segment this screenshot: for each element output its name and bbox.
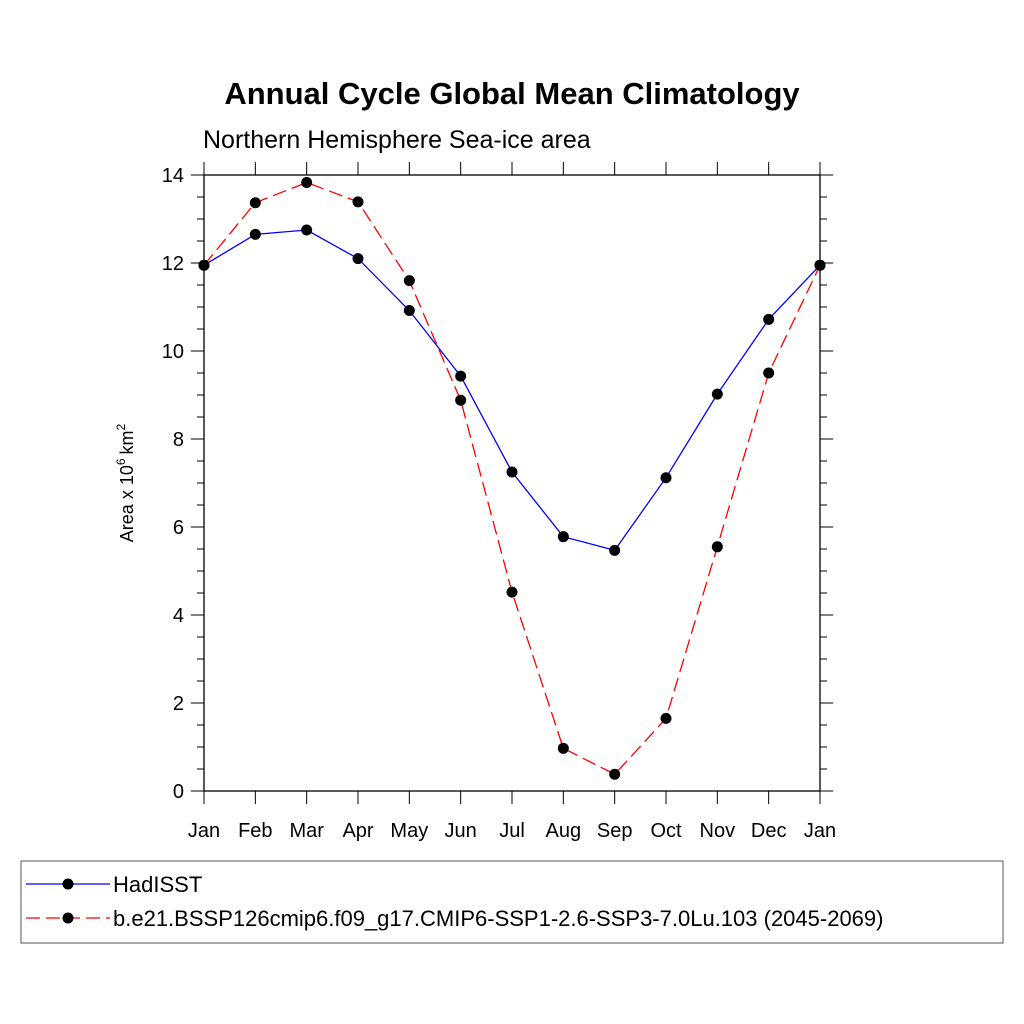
series-2-point: [660, 712, 672, 724]
y-tick-label: 2: [173, 693, 184, 715]
series-1-point: [711, 388, 723, 400]
plot-frame: [203, 174, 821, 792]
series-1-point: [763, 313, 775, 325]
series-2-point: [557, 742, 569, 754]
legend-marker-1: [62, 878, 74, 890]
y-tick-label: 14: [162, 165, 184, 187]
y-axis-label: Area x 106 km2: [114, 423, 137, 542]
x-tick-label: Oct: [650, 820, 682, 842]
y-tick-label: 10: [162, 341, 184, 363]
x-tick-label: Aug: [546, 820, 582, 842]
legend: HadISST b.e21.BSSP126cmip6.f09_g17.CMIP6-…: [20, 860, 1004, 944]
series-line-2: [203, 181, 821, 776]
chart-subtitle: Northern Hemisphere Sea-ice area: [203, 126, 591, 154]
y-axis-label-unit-exponent: 2: [114, 423, 128, 430]
y-tick-label: 0: [173, 781, 184, 803]
series-2-point: [814, 259, 826, 271]
x-tick-label: Dec: [751, 820, 787, 842]
y-tick-label: 4: [173, 605, 184, 627]
series-2-point: [352, 196, 364, 208]
chart-title: Annual Cycle Global Mean Climatology: [224, 76, 800, 111]
x-tick-label: May: [390, 820, 428, 842]
x-tick-label: Jan: [804, 820, 836, 842]
x-tick-label: Sep: [597, 820, 633, 842]
x-tick-label: Mar: [289, 820, 324, 842]
series-2-point: [198, 259, 210, 271]
y-axis-label-unit: km: [117, 430, 137, 454]
series-1-point: [301, 224, 313, 236]
series-1-point: [403, 305, 415, 317]
series-1-point: [455, 370, 467, 382]
series-2-point: [609, 768, 621, 780]
series-2-point: [301, 176, 313, 188]
series-1-point: [660, 472, 672, 484]
x-tick-label: Jul: [499, 820, 525, 842]
series-line-1: [203, 229, 821, 552]
y-axis-label-exponent: 6: [114, 458, 128, 465]
x-tick-label: Nov: [700, 820, 736, 842]
series-1-point: [506, 466, 518, 478]
series-1-point: [249, 228, 261, 240]
series-2-point: [249, 197, 261, 209]
plot-axes: 0 2 4 6 8 10 12 14 Jan Feb Mar Apr May Jun Jul Aug Sep Oc…: [162, 162, 836, 842]
x-tick-label: Feb: [238, 820, 272, 842]
series-group: [198, 176, 826, 780]
y-tick-label: 6: [173, 517, 184, 539]
series-1-point: [352, 253, 364, 265]
series-1-point: [609, 544, 621, 556]
series-2-point: [455, 394, 467, 406]
series-2-point: [763, 367, 775, 379]
series-2-point: [403, 275, 415, 287]
legend-box: [20, 860, 1004, 944]
y-tick-label: 8: [173, 429, 184, 451]
x-tick-label: Jan: [188, 820, 220, 842]
x-tick-label: Apr: [342, 820, 373, 842]
series-1-point: [557, 531, 569, 543]
y-tick-label: 12: [162, 253, 184, 275]
y-axis-label-text: Area x 10: [117, 465, 137, 542]
series-2-point: [506, 586, 518, 598]
series-2-point: [711, 541, 723, 553]
legend-label-2: b.e21.BSSP126cmip6.f09_g17.CMIP6-SSP1-2.…: [113, 906, 883, 931]
legend-label-1: HadISST: [113, 872, 202, 897]
legend-marker-2: [62, 912, 74, 924]
x-tick-label: Jun: [445, 820, 477, 842]
